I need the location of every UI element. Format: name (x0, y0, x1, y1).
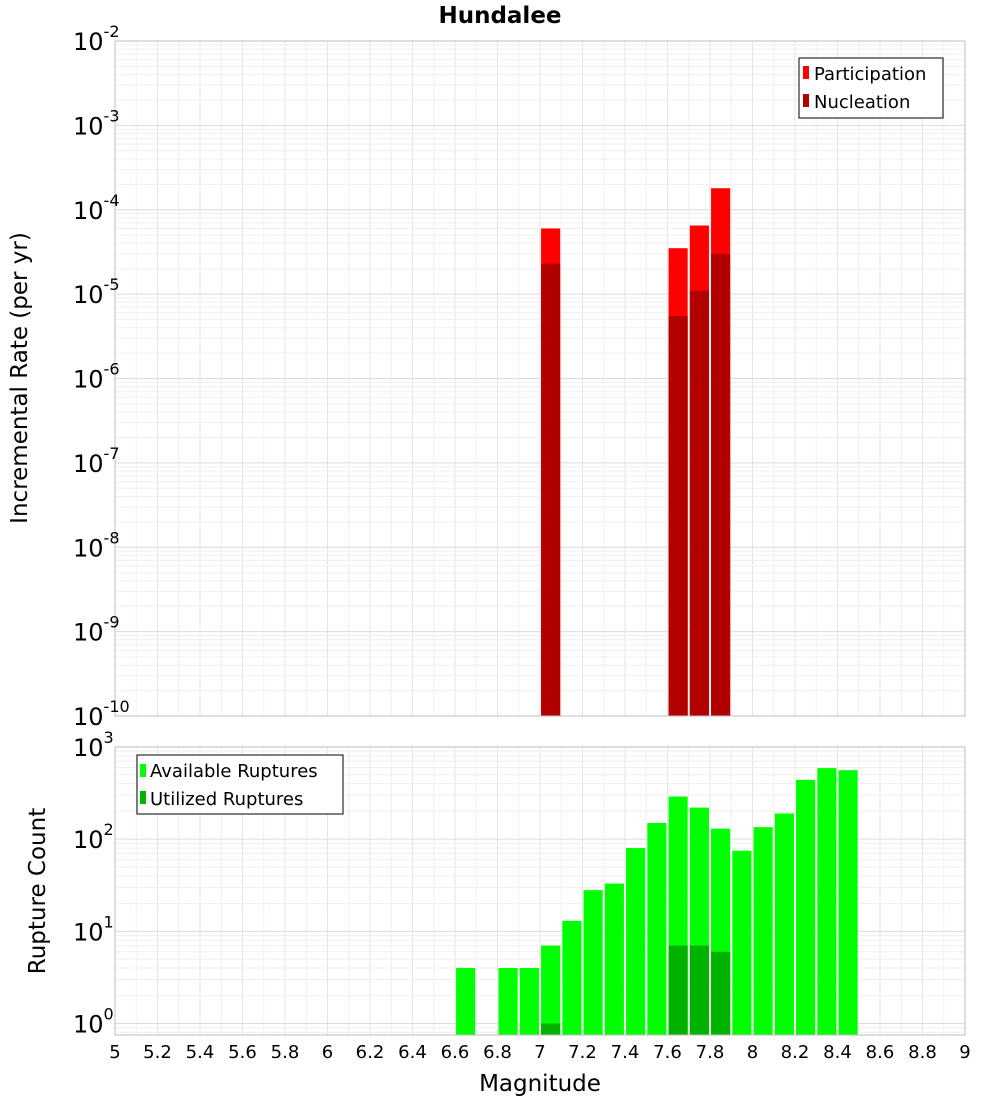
available-bar (583, 890, 603, 1035)
x-tick-label: 5 (109, 1042, 120, 1063)
top-plot-frame (114, 40, 966, 717)
top-y-ticks: 10-10 10-9 10-8 10-7 10-6 10-5 10-4 10-3 10-2 (73, 22, 130, 731)
top-bars (541, 188, 731, 717)
y-tick-label: 101 (73, 912, 114, 946)
bottom-y-ticks: 100 101 102 103 (73, 728, 114, 1038)
y-tick-label: 10-5 (73, 275, 120, 309)
bottom-plot-frame (114, 746, 966, 1036)
nucleation-bar (541, 263, 561, 716)
available-bar (456, 967, 476, 1035)
x-axis-label: Magnitude (479, 1071, 601, 1097)
legend-swatch-utilized (140, 791, 146, 804)
legend-swatch-available (140, 764, 146, 777)
top-panel: 10-10 10-9 10-8 10-7 10-6 10-5 10-4 10-3 10-2 In… (7, 22, 966, 731)
x-tick-label: 8.8 (908, 1042, 937, 1063)
x-tick-label: 7.6 (653, 1042, 682, 1063)
available-bar (541, 945, 561, 1035)
bottom-panel: 100 101 102 103 Rupture Count Available Rup… (25, 728, 966, 1038)
available-bar (519, 967, 539, 1035)
y-tick-label: 103 (73, 728, 114, 762)
x-tick-label: 7.4 (611, 1042, 640, 1063)
y-tick-label: 102 (73, 820, 114, 854)
y-tick-label: 10-3 (73, 106, 120, 140)
x-tick-label: 5.8 (271, 1042, 300, 1063)
x-tick-label: 8 (747, 1042, 758, 1063)
available-bar (604, 883, 624, 1035)
available-bar (732, 850, 752, 1035)
top-grid (114, 41, 966, 717)
x-axis-ticks: 5 5.2 5.4 5.6 5.8 6 6.2 6.4 6.6 6.8 7 7.2 7.4 7.6 7.8 8… (109, 1042, 970, 1063)
available-bar (838, 770, 858, 1035)
legend-label-nucleation: Nucleation (814, 92, 910, 113)
x-tick-label: 6.8 (483, 1042, 512, 1063)
top-y-axis-label: Incremental Rate (per yr) (7, 232, 33, 524)
legend-swatch-nucleation (803, 94, 809, 107)
bottom-bars (456, 768, 858, 1035)
chart-title: Hundalee (438, 3, 561, 29)
x-tick-label: 5.2 (143, 1042, 172, 1063)
y-tick-label: 10-9 (73, 613, 120, 647)
legend-label-utilized: Utilized Ruptures (150, 789, 303, 810)
y-tick-label: 10-6 (73, 360, 120, 394)
y-tick-label: 100 (73, 1004, 114, 1038)
available-bar (817, 768, 837, 1035)
utilized-bar (711, 951, 731, 1035)
available-bar (498, 967, 518, 1035)
x-tick-label: 7.8 (696, 1042, 725, 1063)
y-tick-label: 10-4 (73, 191, 120, 225)
top-legend-box (798, 57, 944, 119)
legend-label-available: Available Ruptures (150, 761, 318, 782)
x-tick-label: 6.6 (441, 1042, 470, 1063)
x-tick-label: 8.6 (866, 1042, 895, 1063)
available-bar (774, 813, 794, 1035)
y-tick-label: 10-7 (73, 444, 120, 478)
x-tick-label: 8.2 (781, 1042, 810, 1063)
nucleation-bar (668, 316, 688, 716)
available-bar (626, 848, 646, 1035)
legend-label-participation: Participation (814, 64, 926, 85)
x-tick-label: 6.2 (356, 1042, 385, 1063)
x-tick-label: 5.4 (186, 1042, 215, 1063)
x-tick-label: 7.2 (568, 1042, 597, 1063)
nucleation-bar (689, 290, 709, 716)
y-tick-label: 10-8 (73, 528, 120, 562)
utilized-bar (689, 945, 709, 1035)
x-tick-label: 6 (322, 1042, 333, 1063)
top-legend: Participation Nucleation (798, 57, 944, 119)
available-bar (796, 779, 816, 1035)
bottom-legend-box (136, 754, 344, 815)
utilized-bar (541, 1023, 561, 1035)
available-bar (753, 827, 773, 1035)
x-tick-label: 9 (959, 1042, 970, 1063)
x-tick-label: 6.4 (398, 1042, 427, 1063)
bottom-y-axis-label: Rupture Count (25, 808, 51, 974)
x-tick-label: 5.6 (228, 1042, 257, 1063)
bottom-legend: Available Ruptures Utilized Ruptures (136, 754, 344, 815)
utilized-bar (668, 945, 688, 1035)
nucleation-bar (711, 253, 731, 716)
y-tick-label: 10-10 (73, 697, 130, 731)
available-bar (647, 822, 667, 1035)
legend-swatch-participation (803, 66, 809, 79)
x-tick-label: 8.4 (823, 1042, 852, 1063)
x-tick-label: 7 (534, 1042, 545, 1063)
y-tick-label: 10-2 (73, 22, 120, 56)
available-bar (562, 920, 582, 1035)
